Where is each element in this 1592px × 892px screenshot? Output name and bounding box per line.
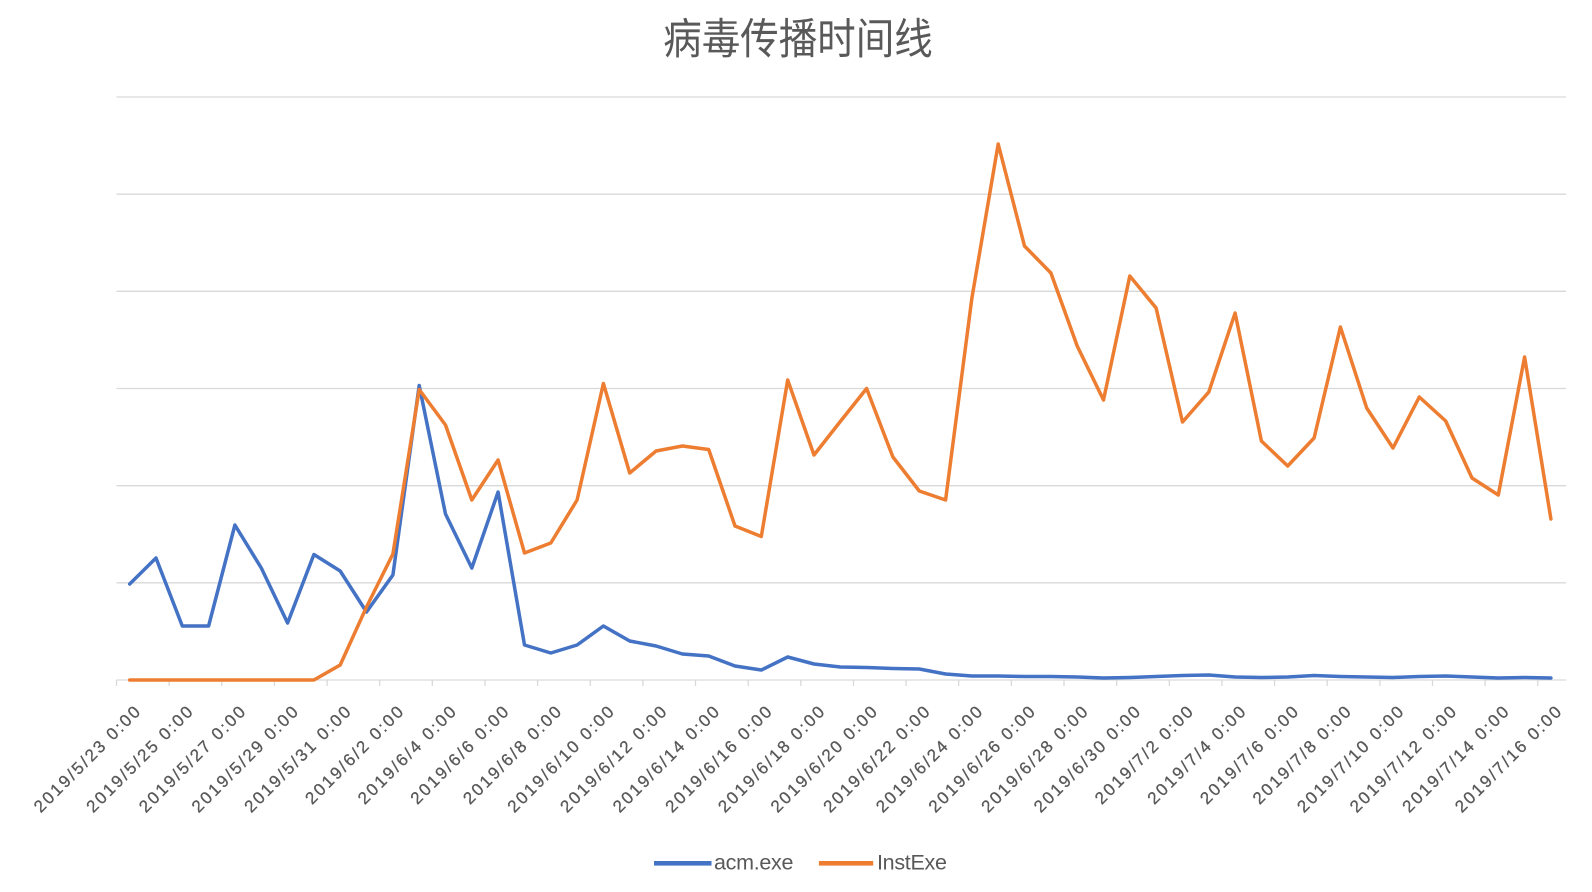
svg-text:InstExe: InstExe (877, 851, 947, 875)
svg-text:acm.exe: acm.exe (714, 851, 793, 875)
